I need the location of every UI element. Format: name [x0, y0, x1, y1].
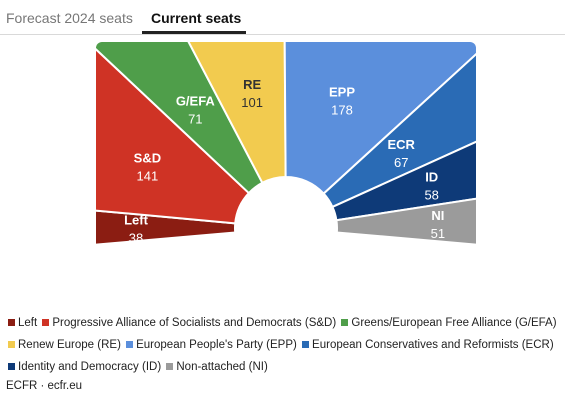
segment-left	[96, 190, 237, 264]
source-credit: ECFR · ecfr.eu	[6, 380, 83, 392]
segment-label-value: 38	[129, 231, 143, 246]
segment-s-d	[96, 42, 251, 225]
segment-label-value: 178	[331, 103, 353, 118]
seat-view-tabs: Forecast 2024 seats Current seats	[0, 0, 565, 35]
segment-label-name: EPP	[329, 85, 355, 100]
legend-item: European People's Party (EPP)	[124, 339, 297, 351]
legend-swatch	[42, 318, 50, 326]
legend-label: Renew Europe (RE)	[18, 339, 121, 351]
legend-item: European Conservatives and Reformists (E…	[300, 339, 554, 351]
segment-label-name: S&D	[134, 151, 161, 166]
segment-label-value: 51	[431, 226, 445, 241]
parliament-seat-chart: Left 38 S&D 141 G/EFA 71 RE 101 EPP 178 ECR 67 ID 58 N…	[96, 42, 476, 278]
legend-label: Greens/European Free Alliance (G/EFA)	[351, 317, 557, 329]
legend-swatch	[8, 362, 15, 370]
chart-labels: Left 38 S&D 141 G/EFA 71 RE 101 EPP 178 ECR 67 ID 58 N…	[124, 77, 445, 246]
segment-label-name: G/EFA	[176, 94, 216, 109]
legend-swatch	[302, 340, 310, 348]
segment-label-value: 71	[188, 112, 202, 127]
segment-epp	[282, 42, 476, 196]
active-tab-indicator	[142, 31, 246, 34]
legend-label: Progressive Alliance of Socialists and D…	[52, 317, 337, 329]
segment-label-value: 67	[394, 155, 408, 170]
legend-label: European Conservatives and Reformists (E…	[312, 339, 554, 351]
segment-ni	[335, 166, 476, 264]
tab-forecast-2024-seats[interactable]: Forecast 2024 seats	[6, 10, 133, 26]
segment-g-efa	[96, 42, 264, 195]
segment-label-value: 141	[137, 169, 159, 184]
segment-ecr	[322, 42, 476, 209]
segment-label-name: RE	[243, 77, 261, 92]
segment-id	[331, 61, 476, 222]
legend-label: Non-attached (NI)	[176, 361, 268, 373]
legend-swatch	[166, 362, 174, 370]
legend-item: Non-attached (NI)	[164, 361, 268, 373]
legend-item: Progressive Alliance of Socialists and D…	[40, 317, 336, 329]
chart-segments	[96, 42, 476, 278]
legend-swatch	[8, 340, 15, 348]
segment-label-name: NI	[431, 208, 444, 223]
segment-label-value: 101	[241, 95, 263, 110]
legend-label: European People's Party (EPP)	[136, 339, 297, 351]
chart-legend: Left Progressive Alliance of Socialists …	[6, 312, 566, 378]
legend-swatch	[341, 318, 349, 326]
segment-label-value: 58	[424, 188, 438, 203]
legend-item: Left	[6, 317, 37, 329]
legend-swatch	[8, 318, 15, 326]
legend-item: Identity and Democracy (ID)	[6, 361, 161, 373]
legend-item: Greens/European Free Alliance (G/EFA)	[339, 317, 557, 329]
legend-item: Renew Europe (RE)	[6, 339, 121, 351]
segment-label-name: ECR	[387, 137, 415, 152]
segment-re	[99, 42, 287, 185]
legend-label: Identity and Democracy (ID)	[18, 361, 162, 373]
segment-label-name: ID	[425, 170, 438, 185]
legend-label: Left	[18, 317, 38, 329]
segment-label-name: Left	[124, 213, 149, 228]
hemicycle-center	[236, 178, 336, 278]
legend-swatch	[126, 340, 134, 348]
tab-current-seats[interactable]: Current seats	[151, 10, 242, 26]
